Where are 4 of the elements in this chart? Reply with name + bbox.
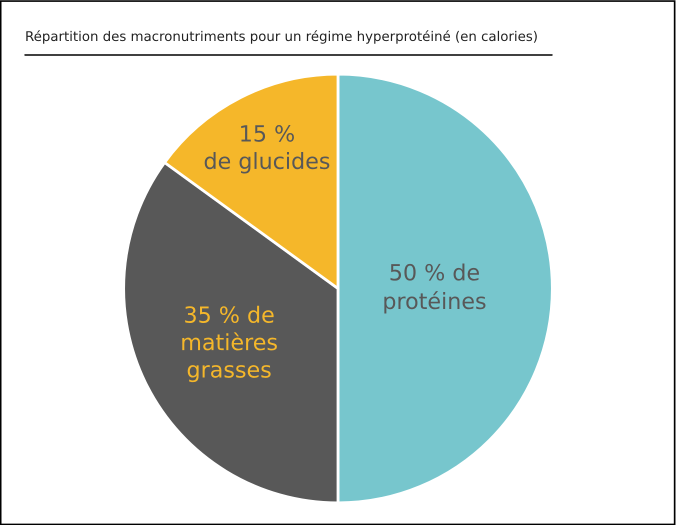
- slice-label: 15 % de glucides: [204, 125, 330, 174]
- chart-title: Répartition des macronutriments pour un régime hyperprotéiné (en calories): [26, 30, 537, 44]
- slice-label: 35 % de matières grasses: [182, 306, 277, 382]
- slice-label: 50 % de protéines: [384, 263, 486, 314]
